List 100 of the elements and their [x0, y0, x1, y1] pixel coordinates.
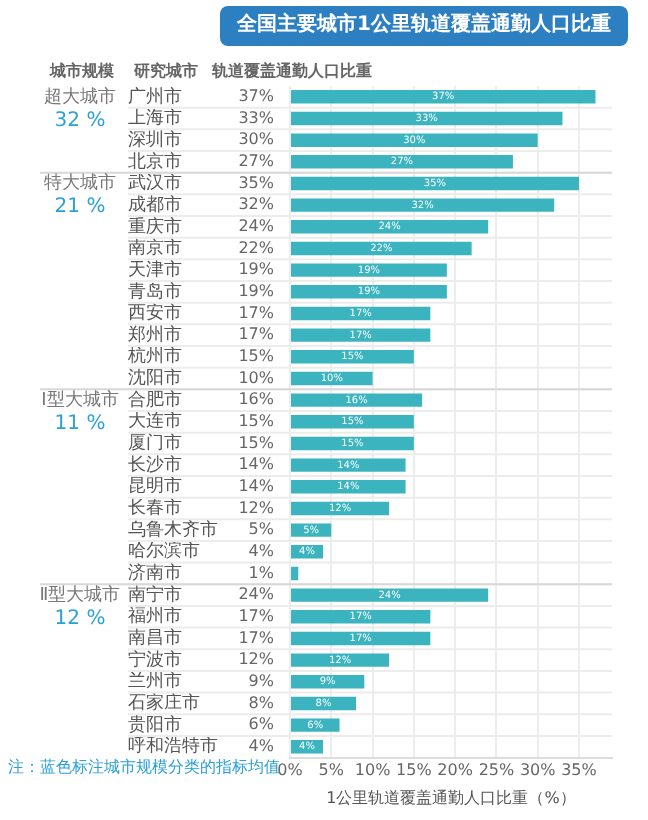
- y-tick-label: 青岛市: [128, 280, 182, 303]
- bar: [291, 90, 596, 104]
- y-tick-label: 大连市: [128, 410, 182, 433]
- text: 特大城市: [44, 172, 116, 195]
- data-label: 33%: [238, 108, 275, 127]
- y-tick-label: 广州市: [128, 85, 182, 108]
- x-tick-label: 30%: [519, 761, 557, 780]
- x-tick-label: 0%: [277, 761, 304, 780]
- x-tick-label: 25%: [478, 761, 515, 780]
- y-tick-label: 南京市: [128, 237, 182, 260]
- data-label: 19%: [238, 281, 275, 300]
- bar: [291, 415, 414, 429]
- text: 11 %: [54, 412, 106, 435]
- data-label: 17%: [238, 606, 275, 625]
- y-tick-label: 西安市: [128, 302, 182, 325]
- bar: [291, 436, 414, 451]
- data-label: 12%: [238, 498, 275, 517]
- data-label: 15%: [238, 411, 275, 430]
- x-tick-label: 20%: [437, 761, 474, 780]
- data-label: 5%: [248, 520, 275, 539]
- bar: [291, 631, 431, 646]
- bar: [291, 566, 299, 581]
- y-tick-label: 沈阳市: [128, 367, 182, 390]
- bar: [291, 458, 406, 472]
- y-tick-label: 南宁市: [128, 583, 182, 606]
- y-tick-label: 兰州市: [128, 670, 182, 693]
- y-tick-label: 南昌市: [128, 627, 182, 650]
- bar: [291, 220, 489, 234]
- data-label: 15%: [238, 433, 275, 452]
- bar: [291, 155, 513, 169]
- y-tick-label: 上海市: [128, 107, 182, 130]
- data-label: 4%: [248, 736, 275, 755]
- y-tick-label: 深圳市: [128, 128, 182, 151]
- data-label: 24%: [238, 216, 275, 235]
- data-label: 24%: [238, 585, 275, 604]
- text: 32 %: [54, 109, 106, 132]
- bar: [291, 653, 390, 667]
- text: 21 %: [54, 196, 106, 219]
- bar: [291, 133, 538, 147]
- bar: [291, 610, 431, 624]
- text: Ⅱ型大城市: [39, 583, 121, 606]
- data-label: 17%: [238, 303, 275, 322]
- bar: [291, 350, 414, 364]
- data-label: 12%: [238, 650, 275, 669]
- data-label: 6%: [248, 715, 275, 734]
- x-tick-label: 10%: [354, 761, 392, 780]
- x-tick-label: 35%: [561, 761, 598, 780]
- bar: [291, 480, 406, 494]
- data-label: 1%: [248, 563, 275, 582]
- data-label: 10%: [238, 368, 275, 387]
- data-label: 27%: [238, 151, 275, 170]
- bar: [291, 285, 447, 299]
- y-tick-label: 郑州市: [128, 323, 182, 346]
- text: 轨道覆盖通勤人口比重: [210, 60, 372, 81]
- data-label: 37%: [238, 86, 275, 105]
- bar: [291, 241, 472, 256]
- x-tick-label: 15%: [396, 761, 433, 780]
- data-label: 9%: [248, 671, 275, 690]
- y-tick-label: 昆明市: [128, 475, 182, 498]
- y-tick-label: 哈尔滨市: [128, 540, 200, 563]
- y-axis-title: 研究城市: [132, 60, 198, 81]
- data-label: 14%: [238, 455, 275, 474]
- y-tick-label: 重庆市: [128, 215, 182, 238]
- data-label: 16%: [238, 390, 275, 409]
- y-tick-label: 呼和浩特市: [128, 735, 218, 758]
- y-tick-label: 武汉市: [128, 172, 182, 195]
- text: 超大城市: [44, 85, 116, 108]
- data-label: 30%: [238, 130, 275, 149]
- data-label: 17%: [238, 325, 275, 344]
- bar: [291, 176, 579, 191]
- y-tick-label: 厦门市: [128, 432, 182, 455]
- data-label: 17%: [238, 628, 275, 647]
- data-label: 35%: [238, 173, 275, 192]
- y-tick-label: 济南市: [128, 562, 182, 585]
- y-tick-label: 合肥市: [128, 388, 182, 411]
- data-label: 4%: [248, 541, 275, 560]
- text: 城市规模: [48, 60, 116, 81]
- y-tick-label: 福州市: [128, 605, 182, 628]
- bar: [291, 111, 563, 126]
- data-label: 15%: [238, 346, 275, 365]
- data-label: 32%: [238, 195, 275, 214]
- bar: [291, 306, 431, 321]
- y-tick-label: 石家庄市: [128, 692, 200, 715]
- y-tick-label: 贵阳市: [128, 713, 182, 736]
- text: 注：蓝色标注城市规模分类的指标均值: [8, 758, 280, 777]
- data-label: 14%: [238, 476, 275, 495]
- chart-title: 全国主要城市1公里轨道覆盖通勤人口比重: [220, 6, 628, 46]
- bar: [291, 198, 555, 212]
- text: Ⅰ型大城市: [41, 388, 119, 411]
- bar: [291, 393, 423, 407]
- y-tick-label: 长沙市: [128, 453, 182, 476]
- y-tick-label: 乌鲁木齐市: [128, 518, 218, 541]
- x-tick-label: 5%: [318, 761, 345, 780]
- y-tick-label: 天津市: [128, 258, 182, 281]
- y-tick-label: 成都市: [128, 193, 182, 216]
- y-tick-label: 杭州市: [126, 345, 182, 368]
- bar: [291, 718, 340, 732]
- x-axis-title: 1公里轨道覆盖通勤人口比重（%）: [326, 788, 576, 807]
- y-tick-label: 长春市: [128, 497, 182, 520]
- bar: [291, 328, 431, 342]
